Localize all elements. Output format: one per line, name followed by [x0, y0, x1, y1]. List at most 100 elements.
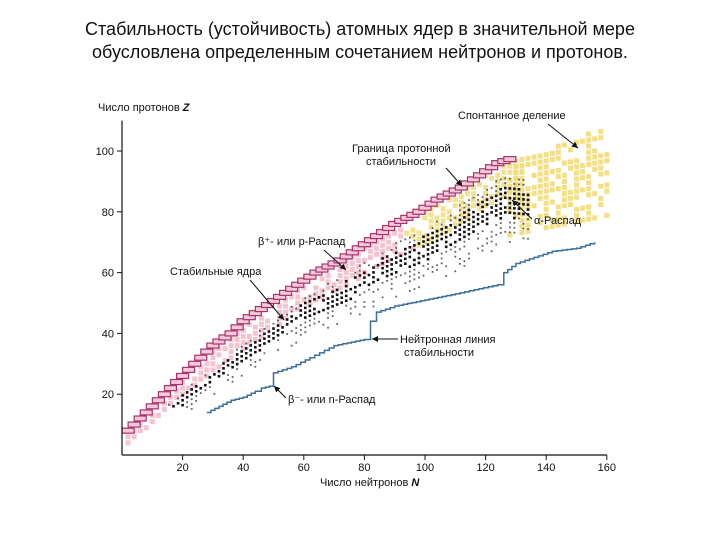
fission-zone-cell — [586, 161, 592, 167]
stable-nucleus — [176, 401, 180, 405]
stable-nucleus — [413, 258, 416, 262]
stable-nucleus — [417, 256, 421, 260]
fission-zone-cell — [580, 175, 586, 181]
beta-plus-zone-cell — [349, 273, 355, 279]
stable-nucleus — [344, 279, 348, 283]
stable-nucleus — [444, 226, 448, 229]
proton-boundary-cell — [230, 324, 244, 331]
proton-boundary-cell — [127, 421, 141, 428]
alpha-zone-cell — [434, 221, 440, 227]
stable-nucleus — [358, 264, 361, 267]
proton-boundary-cell — [194, 354, 208, 361]
alpha-zone-cell — [501, 181, 507, 187]
stable-nucleus — [304, 301, 307, 305]
stable-nucleus — [194, 389, 198, 393]
fission-zone-cell — [537, 177, 543, 183]
stable-nucleus — [390, 267, 393, 271]
stable-nucleus — [422, 274, 425, 277]
stable-nucleus — [208, 376, 212, 379]
stable-nucleus — [285, 323, 289, 326]
stable-nucleus — [413, 288, 416, 291]
stable-nucleus — [436, 269, 439, 271]
stable-nucleus — [226, 359, 230, 362]
stable-nucleus — [458, 214, 461, 217]
fission-zone-cell — [555, 186, 561, 192]
stable-nucleus — [490, 230, 493, 233]
x-tick-label: 100 — [416, 462, 434, 474]
stable-nucleus — [186, 401, 189, 404]
stable-nucleus — [413, 273, 416, 276]
proton-boundary-cell — [188, 360, 202, 367]
stable-nucleus — [258, 339, 262, 342]
stable-nucleus — [499, 192, 503, 196]
stable-nucleus — [427, 268, 429, 270]
stable-nucleus — [495, 243, 498, 246]
stable-nucleus — [476, 213, 480, 216]
beta-plus-zone-cell — [374, 245, 380, 251]
alpha-zone-cell — [489, 200, 495, 206]
stable-nucleus — [463, 225, 466, 229]
stable-nucleus — [504, 182, 507, 185]
stable-nucleus — [468, 238, 470, 240]
stable-nucleus — [444, 235, 448, 239]
alpha-zone-cell — [470, 191, 476, 197]
fission-zone-cell — [598, 153, 604, 159]
stable-nucleus — [444, 230, 448, 234]
stable-nucleus — [395, 247, 398, 249]
stable-nucleus — [372, 280, 375, 284]
beta-plus-zone-cell — [258, 333, 264, 339]
annotation-fission-arrow-head — [571, 141, 578, 148]
stable-nucleus — [445, 250, 448, 253]
stable-nucleus — [222, 362, 225, 365]
beta-plus-zone-cell — [258, 315, 264, 321]
stable-nucleus — [249, 348, 253, 352]
stable-nucleus — [217, 374, 221, 378]
stable-nucleus — [413, 239, 416, 242]
stable-nucleus — [231, 376, 234, 378]
stable-nucleus — [240, 345, 243, 348]
beta-plus-zone-cell — [325, 279, 331, 285]
annotation-neutron-1: Нейтронная линия — [400, 334, 496, 346]
beta-plus-zone-cell — [283, 303, 289, 309]
stable-nucleus — [249, 359, 252, 361]
x-tick-label: 120 — [476, 462, 494, 474]
stable-nucleus — [381, 271, 384, 275]
fission-zone-cell — [586, 204, 592, 210]
alpha-zone-cell — [501, 175, 507, 181]
stable-nucleus — [272, 327, 275, 330]
fission-zone-cell — [519, 163, 525, 169]
beta-plus-zone-cell — [367, 254, 373, 260]
fission-zone-cell — [598, 135, 604, 141]
alpha-zone-cell — [422, 239, 428, 245]
stable-nucleus — [181, 403, 184, 407]
fission-zone-cell — [525, 228, 531, 234]
stable-nucleus — [390, 272, 393, 276]
stable-nucleus — [249, 353, 253, 357]
stable-nucleus — [236, 348, 239, 351]
stable-nucleus — [472, 230, 475, 233]
stable-nucleus — [458, 223, 462, 227]
stable-nucleus — [313, 317, 316, 320]
alpha-zone-cell — [404, 230, 410, 236]
stable-nucleus — [503, 206, 507, 209]
stable-nucleus — [495, 180, 498, 183]
beta-plus-zone-cell — [392, 242, 398, 248]
stable-nucleus — [213, 373, 216, 376]
beta-plus-zone-cell — [325, 273, 331, 279]
stable-nucleus — [527, 237, 529, 240]
fission-zone-cell — [580, 138, 586, 144]
stable-nucleus — [413, 244, 416, 247]
stable-nucleus — [372, 266, 375, 269]
stable-nucleus — [304, 311, 307, 315]
stable-nucleus — [326, 302, 330, 305]
fission-zone-cell — [513, 182, 519, 188]
fission-zone-cell — [543, 225, 549, 231]
beta-plus-zone-cell — [161, 406, 167, 412]
stable-nucleus — [508, 226, 511, 229]
stable-nucleus — [349, 297, 353, 301]
stable-nucleus — [517, 192, 521, 196]
stable-nucleus — [513, 231, 516, 234]
stable-nucleus — [458, 248, 461, 251]
stable-nucleus — [454, 246, 457, 248]
stable-nucleus — [513, 192, 516, 196]
